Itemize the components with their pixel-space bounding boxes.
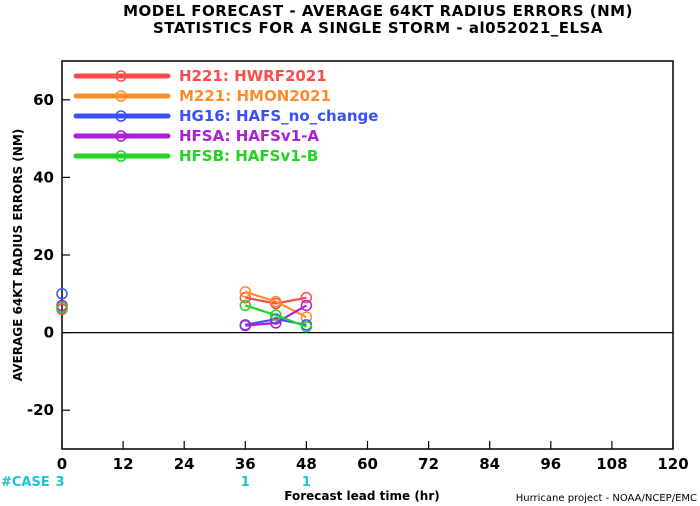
x-tick-label: 120 (657, 455, 688, 473)
x-axis-label: Forecast lead time (hr) (284, 489, 440, 503)
x-tick-label: 12 (113, 455, 134, 473)
series-layer (56, 286, 313, 333)
data-point-h221 (300, 291, 313, 304)
legend-label-hfsa: HFSA: HAFSv1-A (179, 127, 319, 145)
x-tick-label: 108 (596, 455, 627, 473)
legend-marker-hfsa (115, 130, 127, 142)
x-tick-label: 0 (57, 455, 67, 473)
x-tick-label: 60 (357, 455, 378, 473)
case-count: 1 (302, 475, 311, 490)
y-tick-label: 0 (44, 324, 54, 342)
legend-label-h221: H221: HWRF2021 (179, 67, 327, 85)
x-tick-label: 48 (296, 455, 317, 473)
case-count: 1 (241, 475, 250, 490)
legend-marker-h221 (115, 70, 127, 82)
data-point-hfsb (300, 321, 313, 333)
legend-label-hg16: HG16: HAFS_no_change (179, 107, 378, 125)
x-tick-label: 24 (174, 455, 195, 473)
legend: H221: HWRF2021 M221: HMON2021 HG16: HAFS_n… (73, 67, 378, 165)
data-point-hfsa (270, 317, 282, 329)
x-tick-label: 72 (418, 455, 439, 473)
chart-title-line2: STATISTICS FOR A SINGLE STORM - al052021… (153, 19, 603, 37)
x-tick-label: 84 (479, 455, 500, 473)
legend-marker-hg16 (115, 110, 127, 122)
data-point-hfsa (239, 319, 252, 332)
y-tick-label: 60 (33, 91, 54, 109)
legend-label-m221: M221: HMON2021 (179, 87, 331, 105)
legend-marker-hfsb (115, 150, 127, 162)
credit-text: Hurricane project - NOAA/NCEP/EMC (516, 493, 697, 504)
chart-title-line1: MODEL FORECAST - AVERAGE 64KT RADIUS ERR… (123, 2, 633, 20)
y-tick-label: -20 (27, 401, 54, 419)
y-tick-label: 40 (33, 168, 54, 186)
data-point-m221 (270, 295, 282, 308)
case-count: 3 (55, 475, 64, 490)
data-point-hg16 (56, 288, 68, 300)
x-axis: 0 12 24 36 48 60 72 84 96 108 120 (57, 441, 689, 473)
data-point-hfsb (56, 301, 68, 314)
legend-marker-m221 (115, 90, 127, 102)
y-axis: -20 0 20 40 60 (27, 91, 70, 419)
y-axis-label: AVERAGE 64KT RADIUS ERRORS (NM) (11, 129, 25, 381)
case-label: #CASE (1, 475, 50, 490)
case-counts: 3 1 1 (55, 475, 310, 490)
series-line-hfsa (275, 304, 307, 324)
x-tick-label: 36 (235, 455, 256, 473)
y-tick-label: 20 (33, 246, 54, 264)
data-point-m221 (239, 286, 252, 298)
legend-label-hfsb: HFSB: HAFSv1-B (179, 147, 318, 165)
data-point-hfsb (239, 299, 252, 312)
data-point-hfsa (300, 299, 313, 312)
x-tick-label: 96 (540, 455, 561, 473)
data-point-hfsb (270, 309, 282, 321)
